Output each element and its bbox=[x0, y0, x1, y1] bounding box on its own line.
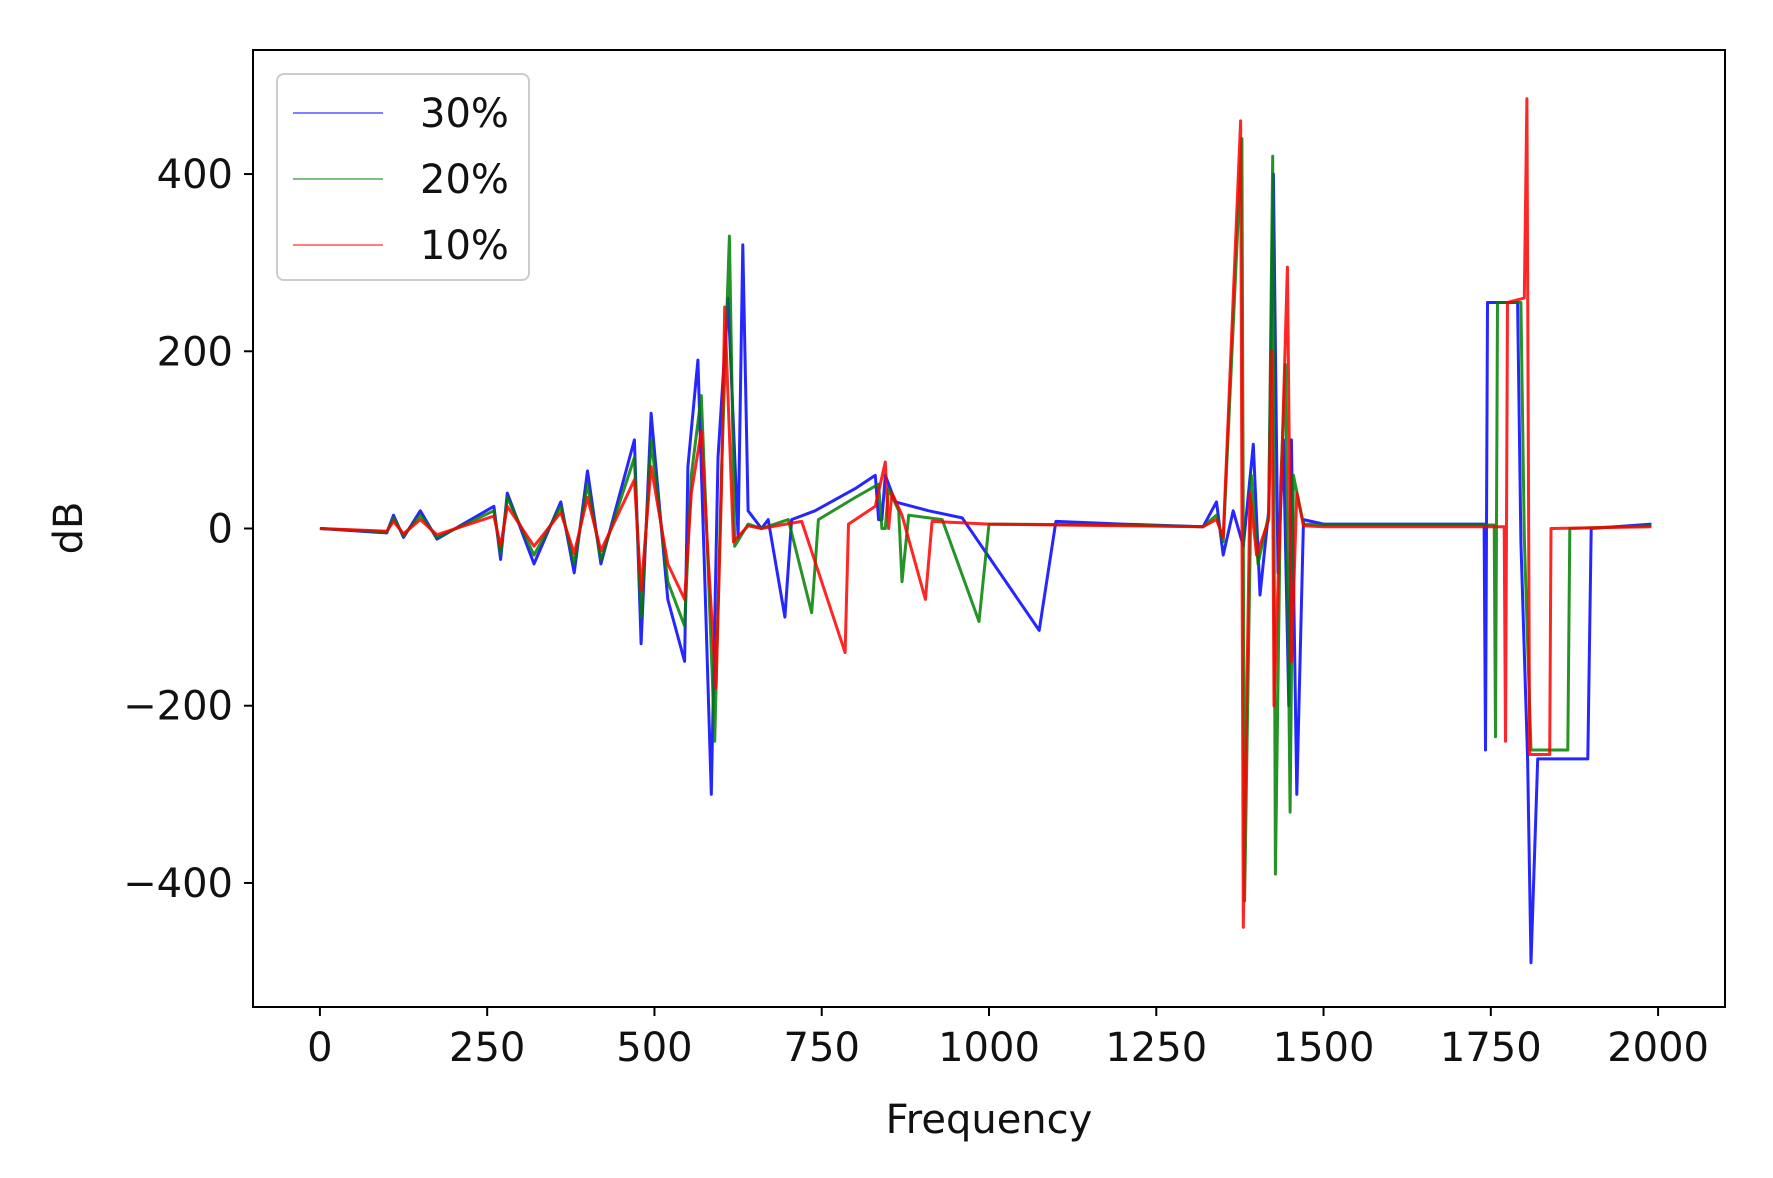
series-line-2 bbox=[319, 97, 1652, 929]
legend-box bbox=[276, 73, 530, 281]
legend: 30% 20% 10% bbox=[276, 73, 530, 281]
x-tick-label: 1250 bbox=[1105, 1025, 1207, 1071]
x-tick-label: 250 bbox=[449, 1025, 525, 1071]
x-axis: 0 250 500 750 1000 1250 1500 1750 2000 bbox=[307, 1007, 1709, 1071]
x-tick-label: 1500 bbox=[1273, 1025, 1375, 1071]
y-tick-label: −200 bbox=[123, 684, 233, 730]
legend-label: 30% bbox=[420, 91, 509, 137]
x-axis-label: Frequency bbox=[886, 1097, 1093, 1143]
y-axis: −400 −200 0 200 400 bbox=[123, 152, 253, 907]
x-tick-label: 1000 bbox=[938, 1025, 1040, 1071]
y-axis-label: dB bbox=[46, 502, 92, 555]
y-tick-label: −400 bbox=[123, 861, 233, 907]
legend-label: 20% bbox=[420, 157, 509, 203]
x-tick-label: 1750 bbox=[1440, 1025, 1542, 1071]
y-tick-label: 0 bbox=[208, 507, 233, 553]
x-tick-label: 2000 bbox=[1607, 1025, 1709, 1071]
legend-label: 10% bbox=[420, 223, 509, 269]
x-tick-label: 500 bbox=[616, 1025, 692, 1071]
y-tick-label: 200 bbox=[157, 329, 233, 375]
y-tick-label: 400 bbox=[157, 152, 233, 198]
series-layer bbox=[319, 97, 1652, 965]
x-tick-label: 750 bbox=[784, 1025, 860, 1071]
x-tick-label: 0 bbox=[307, 1025, 332, 1071]
series-line-1 bbox=[319, 137, 1652, 903]
